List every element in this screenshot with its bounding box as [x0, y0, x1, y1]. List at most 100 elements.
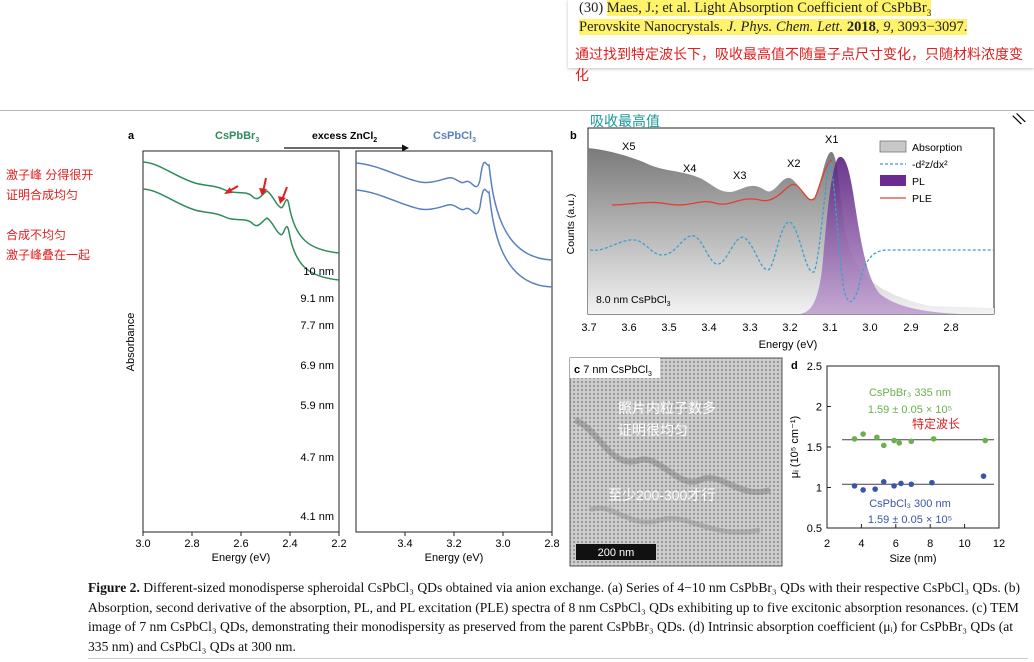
- panel-a-left-title: CsPbBr3: [215, 130, 259, 144]
- panel-a-left-frame: [142, 150, 340, 533]
- tick-label: 3.4: [701, 322, 716, 334]
- reference-authors: Maes, J.; et al.: [606, 0, 691, 16]
- side-annotation-nonuniform: 合成不均匀 激子峰叠在一起: [6, 225, 90, 265]
- series-label-br: CsPbBr₃ 335 nm: [869, 387, 951, 399]
- tick-label: 2.8: [943, 322, 958, 334]
- tick-label: 3.2: [782, 322, 797, 334]
- size-label: 7.7 nm: [300, 320, 334, 332]
- chinese-note: 通过找到特定波长下，吸收最高值不随量子点尺寸变化，只随材料浓度变化: [575, 46, 1023, 83]
- legend-label: PL: [912, 176, 925, 188]
- panel-a-ylabel: Absorbance: [125, 313, 137, 372]
- panel-d-yticks: 2.5 2 1.5 1 0.5: [807, 361, 831, 535]
- tick-label: 3.5: [661, 322, 676, 334]
- tick-label: 2: [816, 402, 822, 414]
- tick-label: 12: [993, 538, 1005, 550]
- legend-pl-swatch: [880, 175, 906, 186]
- panel-d-label: d: [791, 360, 798, 372]
- panel-d-fit-lines: [842, 439, 994, 485]
- tem-note: 照片内粒子数多: [618, 400, 716, 416]
- tick-label: 4: [858, 538, 864, 550]
- panel-a-left-curves: [142, 161, 340, 281]
- pl-area: [800, 156, 960, 314]
- side-annotation-line: 激子峰叠在一起: [6, 248, 91, 262]
- panel-d-note: 特定波长: [912, 416, 960, 431]
- tick-label: 3.4: [397, 538, 412, 550]
- panel-d-ylabel: μᵢ (10⁵ cm⁻¹): [789, 416, 801, 478]
- tick-label: 10: [958, 538, 970, 550]
- tick-label: 2.8: [184, 538, 199, 550]
- peak-label: X2: [787, 158, 800, 170]
- peak-label: X1: [825, 134, 838, 146]
- legend-absorption-swatch: [879, 140, 907, 153]
- tick-label: 2.6: [233, 538, 248, 550]
- tick-label: 3.0: [495, 538, 510, 550]
- reference-line2-title: Perovskite Nanocrystals.: [579, 19, 724, 35]
- data-point: [874, 434, 880, 441]
- data-point: [898, 480, 904, 487]
- tick-label: 1.5: [807, 442, 822, 454]
- tick-label: 2.4: [282, 538, 297, 550]
- exchange-arrow-head: [402, 144, 409, 152]
- scalebar: [576, 544, 656, 560]
- panel-a-left-xlabel: Energy (eV): [212, 552, 271, 564]
- size-label: 6.9 nm: [300, 360, 334, 372]
- peak-label: X4: [683, 163, 696, 175]
- panel-b-annotation: 吸收最高值: [590, 113, 660, 129]
- absorbance-curve: [142, 161, 340, 254]
- figure-caption: Figure 2. Different-sized monodisperse s…: [88, 578, 1032, 656]
- panel-a-arrow-label: excess ZnCl2: [312, 130, 377, 144]
- reference-journal: J. Phys. Chem. Lett.: [726, 19, 844, 35]
- data-point: [891, 483, 897, 489]
- panel-b-ylabel: Counts (a.u.): [565, 194, 577, 255]
- ple-curve: [611, 159, 833, 206]
- size-label: 4.1 nm: [300, 511, 334, 523]
- size-label: 5.9 nm: [300, 400, 334, 412]
- reference-year: 2018: [846, 19, 876, 35]
- tem-texture: [573, 417, 771, 495]
- size-label: 9.1 nm: [300, 293, 334, 305]
- reference-title: Light Absorption Coefficient of CsPbBr: [694, 0, 927, 16]
- panel-b-sample: 8.0 nm CsPbCl3: [596, 294, 671, 308]
- panel-b-label: b: [570, 130, 577, 142]
- panel-d-xlabel: Size (nm): [889, 553, 936, 565]
- panel-c-title: c 7 nm CsPbCl3: [574, 364, 652, 378]
- data-point: [851, 436, 858, 442]
- red-arrow-icon: [224, 187, 232, 194]
- side-annotation-line: 合成不均匀: [6, 228, 67, 242]
- tick-label: 3.6: [621, 322, 636, 334]
- tick-label: 2.8: [544, 538, 559, 550]
- tick-label: 3.2: [446, 538, 461, 550]
- tick-label: 2.9: [903, 322, 918, 334]
- data-point: [851, 483, 858, 489]
- tick-label: 3.3: [742, 322, 757, 334]
- tick-label: 3.7: [581, 322, 596, 334]
- tem-image: [569, 357, 783, 567]
- panel-a-label: a: [128, 130, 135, 142]
- peak-labels: X5 X4 X3 X2 X1: [622, 134, 838, 182]
- data-point: [860, 487, 866, 493]
- panel-d-points: [851, 431, 989, 493]
- data-point: [908, 481, 915, 488]
- panel-d-xticks: 2 4 6 8 10 12: [824, 524, 1005, 550]
- series-value-cl: 1.59 ± 0.05 × 10⁵: [868, 514, 952, 526]
- caption-text: Different-sized monodisperse spheroidal …: [88, 580, 1021, 654]
- tick-label: 0.5: [807, 523, 822, 535]
- data-point: [860, 431, 866, 437]
- tick-label: 3.0: [135, 538, 150, 550]
- panel-a-right-title: CsPbCl3: [433, 130, 476, 144]
- panel-a-left-ticks: 3.0 2.8 2.6 2.4 2.2: [135, 532, 347, 550]
- absorbance-curve: [355, 161, 553, 261]
- tick-label: 2.5: [807, 361, 822, 373]
- tick-label: 6: [893, 538, 899, 550]
- size-label: 10 nm: [303, 266, 334, 278]
- data-point: [980, 473, 987, 479]
- reference-line-1: (30) Maes, J.; et al. Light Absorption C…: [579, 0, 932, 18]
- data-point: [872, 486, 878, 492]
- scalebar-label: 200 nm: [598, 547, 635, 559]
- legend-label: -d²z/dx²: [912, 159, 948, 171]
- data-point: [930, 436, 937, 442]
- absorbance-curve: [142, 188, 340, 281]
- panel-a-right-ticks: 3.4 3.2 3.0 2.8: [397, 532, 560, 550]
- bottom-rule: [88, 658, 1028, 659]
